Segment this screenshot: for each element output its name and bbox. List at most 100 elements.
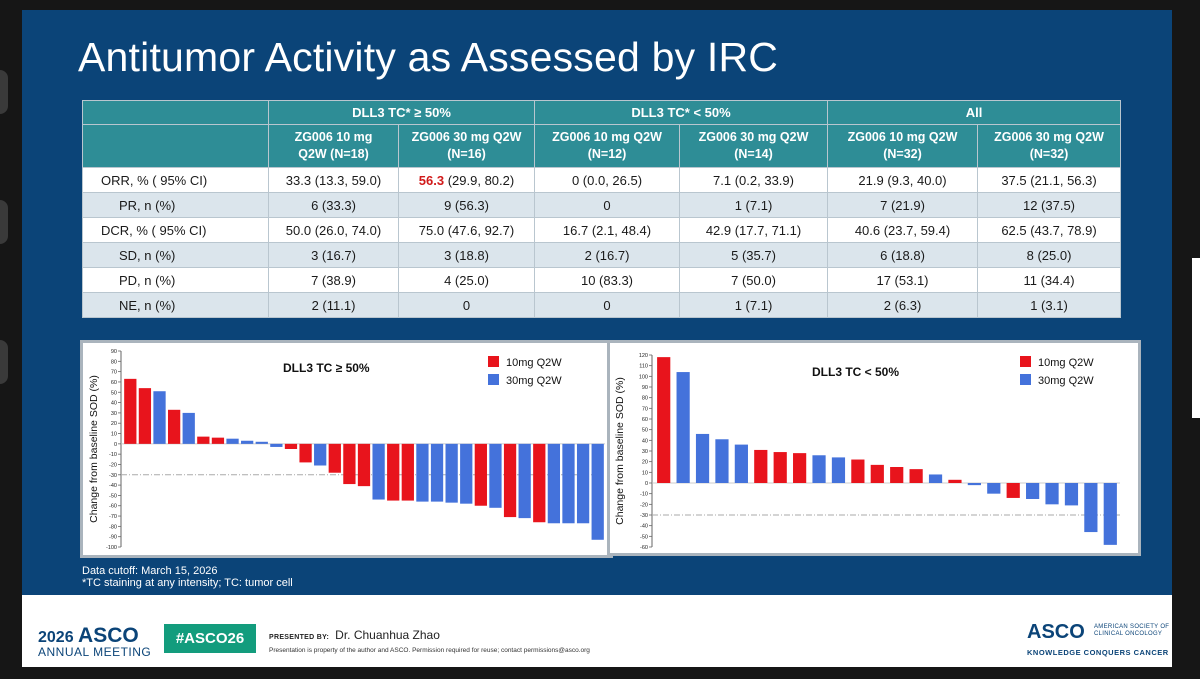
waterfall-bar xyxy=(460,443,473,504)
y-tick-label: 60 xyxy=(111,380,117,386)
side-bar xyxy=(1192,258,1200,418)
column-header-line: (N=32) xyxy=(1029,147,1069,161)
society-name: AMERICAN SOCIETY OF CLINICAL ONCOLOGY xyxy=(1094,624,1169,638)
table-cell: 6 (33.3) xyxy=(268,192,399,218)
table-cell: 62.5 (43.7, 78.9) xyxy=(977,217,1122,243)
y-tick-label: -40 xyxy=(640,524,648,530)
waterfall-bar xyxy=(153,391,166,444)
society-line-2: CLINICAL ONCOLOGY xyxy=(1094,631,1163,637)
y-tick-label: 10 xyxy=(111,432,117,438)
waterfall-bar xyxy=(241,440,254,444)
waterfall-bar xyxy=(124,378,137,444)
waterfall-bar xyxy=(1064,483,1079,506)
waterfall-bar xyxy=(197,436,210,444)
waterfall-bar xyxy=(1103,483,1117,545)
waterfall-bar xyxy=(372,443,385,500)
table-cell: 0 xyxy=(397,292,536,318)
waterfall-bar xyxy=(967,483,981,486)
table-cell: 4 (25.0) xyxy=(397,267,536,293)
waterfall-bar xyxy=(928,474,943,483)
y-tick-label: 70 xyxy=(642,406,648,412)
group-header: All xyxy=(827,100,1122,125)
waterfall-bar xyxy=(1045,483,1059,505)
column-header-line: ZG006 30 mg Q2W xyxy=(411,130,522,144)
waterfall-bar xyxy=(401,443,414,501)
society-line-1: AMERICAN SOCIETY OF xyxy=(1094,624,1170,630)
table-cell: 56.3 (29.9, 80.2) xyxy=(397,167,536,193)
table-cell: 7 (21.9) xyxy=(827,192,979,218)
column-header-line: Q2W (N=18) xyxy=(298,147,369,161)
column-header: ZG006 10 mg Q2W (N=12) xyxy=(534,124,681,168)
table-cell: 0 xyxy=(534,292,681,318)
y-tick-label: 110 xyxy=(639,364,648,370)
column-header-line: ZG006 10 mg Q2W xyxy=(847,130,958,144)
y-tick-label: -80 xyxy=(109,524,117,530)
side-dot-2 xyxy=(0,200,8,244)
meeting-logo: 2026 ASCO xyxy=(38,624,139,648)
y-tick-label: -40 xyxy=(109,483,117,489)
y-tick-label: 0 xyxy=(114,442,117,448)
slide-footer: 2026 ASCO ANNUAL MEETING #ASCO26 PRESENT… xyxy=(22,595,1172,667)
table-row: SD, n (%) 3 (16.7) 3 (18.8) 2 (16.7) 5 (35.7… xyxy=(82,242,1122,268)
waterfall-bar xyxy=(182,412,195,444)
column-header-line: ZG006 30 mg Q2W xyxy=(994,130,1104,144)
waterfall-bar xyxy=(562,443,575,524)
table-cell: 1 (3.1) xyxy=(977,292,1122,318)
waterfall-bar xyxy=(793,453,807,483)
table-cell: 50.0 (26.0, 74.0) xyxy=(268,217,399,243)
waterfall-bar xyxy=(715,439,729,483)
y-tick-label: 90 xyxy=(111,349,117,355)
presented-by-label: PRESENTED BY: xyxy=(269,634,330,641)
column-header: ZG006 30 mg Q2W (N=32) xyxy=(977,124,1122,168)
row-label: PR, n (%) xyxy=(82,192,269,218)
highlighted-value: 56.3 xyxy=(418,172,445,188)
corner-cell xyxy=(82,100,269,125)
table-cell: 2 (6.3) xyxy=(827,292,979,318)
table-row: DCR, % ( 95% CI) 50.0 (26.0, 74.0) 75.0 (4… xyxy=(82,217,1122,243)
y-tick-label: -20 xyxy=(640,502,648,508)
y-tick-label: 50 xyxy=(642,428,648,434)
table-cell: 1 (7.1) xyxy=(679,192,829,218)
waterfall-bar xyxy=(416,443,429,502)
presented-by: PRESENTED BY: Dr. Chuanhua Zhao xyxy=(269,628,440,642)
waterfall-bar xyxy=(576,443,590,524)
legend-label: 10mg Q2W xyxy=(506,357,562,369)
table-cell: 33.3 (13.3, 59.0) xyxy=(268,167,399,193)
waterfall-chart-low-svg: Change from baseline SOD (%)120110100908… xyxy=(614,353,1120,551)
data-cutoff-note: Data cutoff: March 15, 2026 xyxy=(82,565,218,577)
waterfall-bar xyxy=(328,443,341,473)
y-tick-label: 120 xyxy=(639,353,648,359)
side-dot-3 xyxy=(0,340,8,384)
table-cell: 21.9 (9.3, 40.0) xyxy=(827,167,979,193)
table-cell: 7 (50.0) xyxy=(679,267,829,293)
y-tick-label: -50 xyxy=(640,534,648,540)
waterfall-bar xyxy=(547,443,561,524)
asco-logo: ASCO xyxy=(1027,621,1085,643)
y-tick-label: -60 xyxy=(109,504,117,510)
y-tick-label: 80 xyxy=(111,359,117,365)
table-cell: 1 (7.1) xyxy=(679,292,829,318)
waterfall-bar xyxy=(773,452,787,483)
confidence-interval: (29.9, 80.2) xyxy=(444,172,515,188)
legend-label: 10mg Q2W xyxy=(1038,357,1094,369)
legend-swatch xyxy=(1020,356,1031,367)
waterfall-bar xyxy=(299,443,312,463)
y-axis-label: Change from baseline SOD (%) xyxy=(88,375,100,523)
waterfall-bar xyxy=(430,443,444,502)
column-header: ZG006 10 mg Q2W (N=32) xyxy=(827,124,979,168)
table-cell: 9 (56.3) xyxy=(397,192,536,218)
meeting-year: 2026 xyxy=(38,629,74,646)
table-row: NE, n (%) 2 (11.1) 0 0 1 (7.1) 2 (6.3) 1 (3.1) xyxy=(82,292,1122,318)
y-tick-label: 70 xyxy=(111,370,117,376)
y-tick-label: 20 xyxy=(111,421,117,427)
chart-title: DLL3 TC ≥ 50% xyxy=(283,361,370,375)
waterfall-bar xyxy=(357,443,371,487)
table-cell: 16.7 (2.1, 48.4) xyxy=(534,217,681,243)
column-header-line: ZG006 30 mg Q2W xyxy=(698,130,809,144)
waterfall-bar xyxy=(851,459,865,483)
table-cell: 8 (25.0) xyxy=(977,242,1122,268)
y-tick-label: 10 xyxy=(642,470,648,476)
table-cell: 0 xyxy=(534,192,681,218)
waterfall-bar xyxy=(533,443,546,523)
y-tick-label: 30 xyxy=(642,449,648,455)
